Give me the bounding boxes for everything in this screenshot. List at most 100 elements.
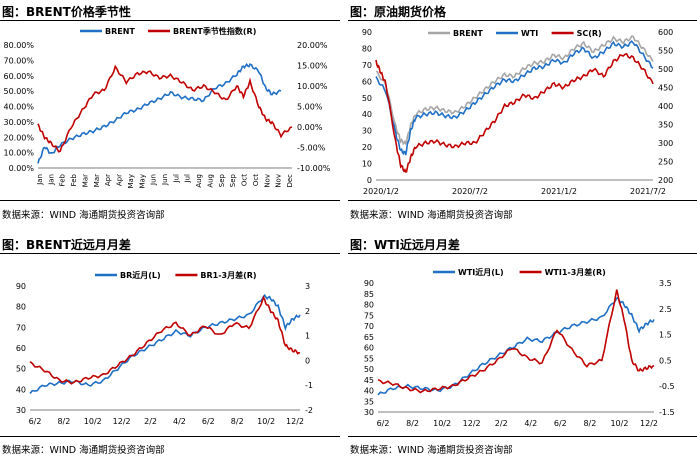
x-tick-label: Aug bbox=[195, 174, 203, 188]
source-note: 数据来源：WIND 海通期货投资咨询部 bbox=[350, 210, 513, 221]
x-tick-label: Nov bbox=[275, 174, 283, 188]
x-tick-label: 2021/7/2 bbox=[630, 187, 666, 196]
x-tick-label: Feb bbox=[59, 173, 67, 186]
y-right-tick-label: 200 bbox=[658, 176, 673, 185]
source-rule bbox=[348, 200, 697, 201]
crude-futures-chart: 0 10 20 30 40 50 60 70 80 90 200 250 300 350 400 450 500… bbox=[362, 28, 673, 196]
y-right-tick-label: 10.00% bbox=[297, 82, 328, 91]
legend-label: WTI近月(L) bbox=[458, 267, 504, 277]
x-tick-label: 8/2 bbox=[57, 417, 70, 426]
y-left-tick-label: 30 bbox=[364, 408, 374, 417]
series-line-1 bbox=[377, 289, 655, 394]
x-tick-label: Apr bbox=[116, 174, 124, 186]
x-tick-label: Sep bbox=[229, 173, 237, 187]
x-tick-label: May bbox=[127, 174, 135, 188]
brent-spread-chart: 30 40 50 60 70 80 90 -2 -1 0 1 2 3 6/2 8/2 10/2 12/2 2/2 4… bbox=[16, 270, 313, 426]
legend-label: BRENT bbox=[105, 27, 135, 36]
y-right-tick-label: 2 bbox=[305, 307, 310, 316]
x-tick-label: Jun bbox=[161, 174, 169, 186]
y-right-tick-label: 3.5 bbox=[659, 279, 672, 288]
x-tick-label: 12/2 bbox=[286, 417, 304, 426]
y-right-tick-label: 450 bbox=[658, 84, 673, 93]
y-right-tick-label: 3 bbox=[305, 282, 310, 291]
legend-label: WTI bbox=[521, 29, 538, 38]
x-tick-label: 8/2 bbox=[231, 417, 244, 426]
y-left-tick-label: 70 bbox=[364, 322, 374, 331]
series-line-1 bbox=[29, 295, 301, 385]
panel-crude-futures: 图：原油期货价格 0 10 20 30 40 50 60 70 80 90 200 250 300 350… bbox=[348, 0, 697, 225]
brent-seasonality-chart: 0.00% 10.00% 20.00% 30.00% 40.00% 50.00% 60.00… bbox=[3, 26, 330, 188]
x-tick-label: Mar bbox=[93, 174, 101, 187]
y-right-tick-label: -2 bbox=[305, 406, 313, 415]
y-left-tick-label: 40 bbox=[362, 110, 372, 119]
y-right-tick-label: 15.00% bbox=[297, 62, 328, 71]
panel-title: 图：BRENT近远月月差 bbox=[2, 238, 131, 252]
legend-label: BRENT bbox=[453, 29, 483, 38]
y-right-tick-label: 1 bbox=[305, 332, 310, 341]
y-left-tick-label: 70 bbox=[362, 61, 372, 70]
x-tick-label: 10/2 bbox=[610, 419, 628, 428]
y-right-tick-label: 350 bbox=[658, 121, 673, 130]
series-line-2 bbox=[375, 52, 654, 173]
source-rule bbox=[0, 200, 340, 201]
x-tick-label: Oct bbox=[252, 174, 260, 186]
title-rule bbox=[0, 20, 340, 21]
panel-title: 图：WTI近远月月差 bbox=[350, 238, 460, 252]
y-left-tick-label: 35 bbox=[364, 397, 374, 406]
x-tick-label: Jun bbox=[150, 174, 158, 186]
x-tick-label: 12/2 bbox=[463, 419, 481, 428]
x-tick-label: 10/2 bbox=[257, 417, 275, 426]
source-note: 数据来源：WIND 海通期货投资咨询部 bbox=[2, 210, 165, 221]
y-left-tick-label: 80 bbox=[364, 301, 374, 310]
y-right-tick-label: 2.5 bbox=[659, 305, 672, 314]
y-left-tick-label: 30 bbox=[362, 127, 372, 136]
legend-label: BR1-3月差(R) bbox=[200, 270, 256, 280]
y-right-tick-label: 0.00% bbox=[297, 123, 323, 132]
series-line-0 bbox=[375, 35, 654, 146]
x-tick-label: 12/2 bbox=[113, 417, 131, 426]
x-tick-label: 2/2 bbox=[144, 417, 157, 426]
x-tick-label: 4/2 bbox=[173, 417, 186, 426]
x-tick-label: Jan bbox=[47, 174, 55, 186]
y-left-tick-label: 50 bbox=[364, 365, 374, 374]
y-left-tick-label: 45 bbox=[364, 376, 374, 385]
y-right-tick-label: 550 bbox=[658, 47, 673, 56]
y-left-tick-label: 55 bbox=[364, 354, 374, 363]
x-tick-label: Jan bbox=[36, 174, 44, 186]
title-rule bbox=[348, 20, 697, 21]
y-left-tick-label: 70 bbox=[16, 323, 26, 332]
series-line-1 bbox=[375, 40, 654, 156]
x-tick-label: May bbox=[138, 174, 146, 188]
panel-title: 图：原油期货价格 bbox=[350, 5, 447, 19]
y-right-tick-label: 500 bbox=[658, 65, 673, 74]
source-rule bbox=[0, 436, 340, 437]
y-left-tick-label: 60 bbox=[16, 344, 26, 353]
y-right-tick-label: 400 bbox=[658, 102, 673, 111]
x-tick-label: Aug bbox=[206, 174, 214, 188]
y-left-tick-label: 20.00% bbox=[3, 133, 34, 142]
x-tick-label: 2021/1/2 bbox=[541, 187, 577, 196]
x-tick-label: 6/2 bbox=[554, 419, 567, 428]
y-left-tick-label: 60 bbox=[364, 344, 374, 353]
y-right-tick-label: -1 bbox=[305, 381, 313, 390]
x-tick-label: 4/2 bbox=[524, 419, 537, 428]
y-left-tick-label: 40 bbox=[364, 387, 374, 396]
y-left-tick-label: 50.00% bbox=[3, 87, 34, 96]
y-left-tick-label: 0.00% bbox=[9, 164, 35, 173]
y-left-tick-label: 90 bbox=[362, 28, 372, 37]
panel-wti-spread: 图：WTI近远月月差 30 35 40 45 50 55 60 65 70 75 80 85 90 -1.… bbox=[348, 231, 697, 456]
x-tick-label: Nov bbox=[263, 174, 271, 188]
y-left-tick-label: 70.00% bbox=[3, 56, 34, 65]
y-right-tick-label: 0 bbox=[305, 356, 310, 365]
y-left-tick-label: 90 bbox=[16, 282, 26, 291]
x-tick-label: 6/2 bbox=[29, 417, 42, 426]
source-rule bbox=[348, 436, 697, 437]
y-left-tick-label: 40 bbox=[16, 385, 26, 394]
x-tick-label: Mar bbox=[81, 174, 89, 187]
legend-label: BRENT季节性指数(R) bbox=[173, 26, 256, 36]
series-line-1 bbox=[37, 64, 293, 153]
y-right-tick-label: -5.00% bbox=[297, 144, 326, 153]
x-tick-label: 6/2 bbox=[377, 419, 390, 428]
y-left-tick-label: 60.00% bbox=[3, 72, 34, 81]
title-rule bbox=[0, 253, 340, 254]
